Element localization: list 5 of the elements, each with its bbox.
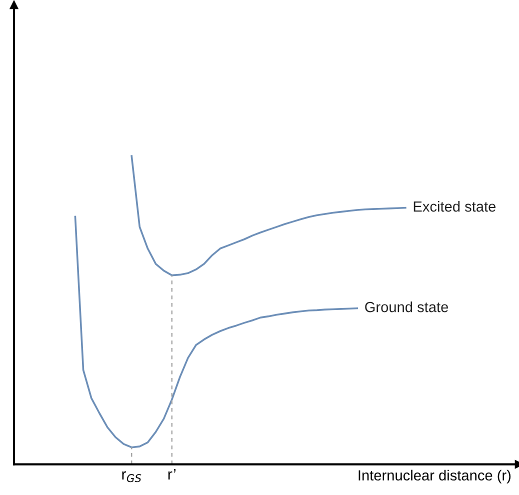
series-label: Excited state [414,201,496,212]
series-label: Ground state [365,302,448,312]
x-tick-label: r’ [168,469,176,480]
x-tick-label: r$_{GS}$ [122,471,142,482]
x-axis-title: Internuclear distance (r) [358,470,511,484]
